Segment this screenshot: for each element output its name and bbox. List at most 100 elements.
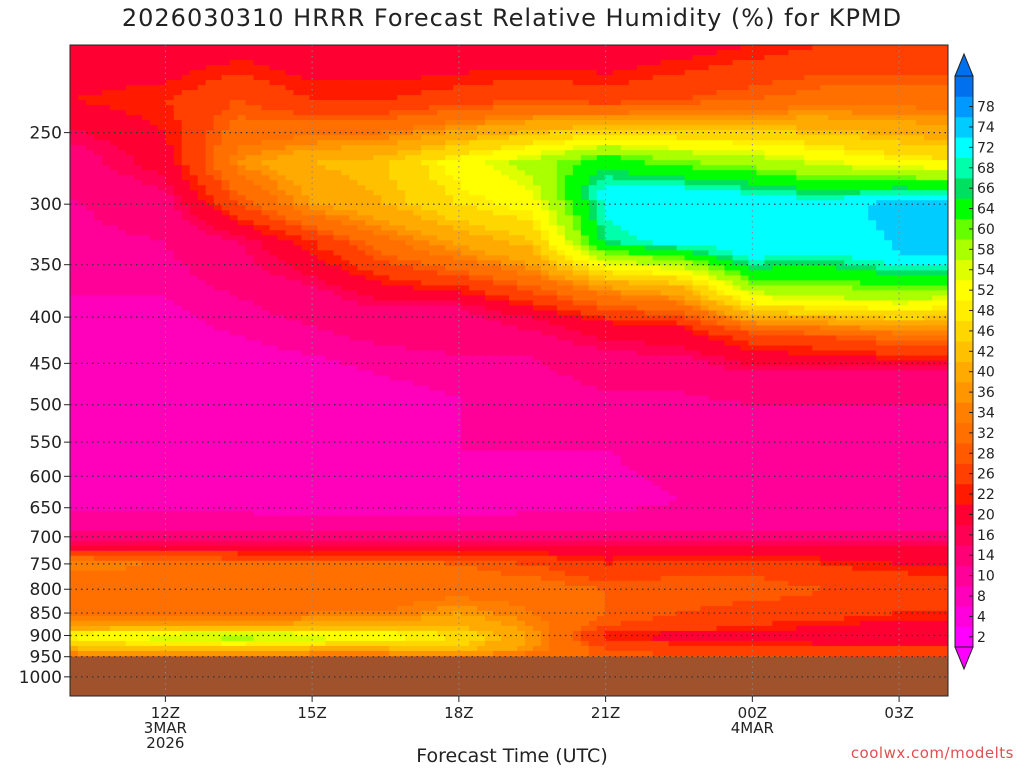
rh-cell bbox=[341, 315, 350, 322]
rh-cell bbox=[221, 275, 231, 281]
rh-cell bbox=[77, 380, 87, 387]
rh-cell bbox=[205, 225, 215, 231]
rh-cell bbox=[141, 485, 151, 492]
rh-cell bbox=[85, 430, 95, 437]
rh-cell bbox=[109, 215, 119, 221]
rh-cell bbox=[221, 190, 231, 196]
rh-cell bbox=[237, 545, 247, 552]
rh-cell bbox=[125, 640, 135, 647]
rh-cell bbox=[197, 315, 207, 322]
rh-cell bbox=[165, 275, 175, 281]
rh-cell bbox=[77, 300, 87, 306]
rh-cell bbox=[109, 50, 119, 56]
rh-cell bbox=[365, 380, 374, 387]
rh-cell bbox=[309, 245, 319, 251]
rh-cell bbox=[261, 580, 271, 587]
rh-cell bbox=[285, 240, 295, 246]
rh-cell bbox=[357, 345, 366, 352]
rh-cell bbox=[149, 615, 159, 622]
rh-cell bbox=[133, 530, 143, 537]
rh-cell bbox=[317, 45, 327, 51]
rh-cell bbox=[70, 365, 79, 372]
rh-cell bbox=[101, 300, 111, 306]
rh-cell bbox=[77, 80, 87, 86]
rh-cell bbox=[365, 290, 374, 296]
rh-cell bbox=[165, 315, 175, 322]
rh-cell bbox=[341, 470, 350, 477]
rh-cell bbox=[85, 230, 95, 236]
rh-cell bbox=[197, 485, 207, 492]
rh-cell bbox=[85, 290, 95, 296]
rh-cell bbox=[181, 520, 191, 527]
rh-cell bbox=[141, 550, 151, 557]
rh-cell bbox=[173, 445, 183, 452]
rh-cell bbox=[237, 475, 247, 482]
rh-cell bbox=[77, 85, 87, 91]
rh-cell bbox=[149, 575, 159, 582]
rh-cell bbox=[125, 350, 135, 357]
rh-cell bbox=[77, 135, 87, 141]
rh-cell bbox=[245, 290, 255, 296]
rh-cell bbox=[237, 200, 247, 206]
rh-cell bbox=[365, 70, 374, 76]
rh-cell bbox=[157, 385, 167, 392]
rh-cell bbox=[157, 345, 167, 352]
rh-cell bbox=[277, 285, 287, 291]
rh-cell bbox=[165, 440, 175, 447]
rh-cell bbox=[237, 180, 247, 186]
rh-cell bbox=[85, 520, 95, 527]
rh-cell bbox=[221, 180, 231, 186]
rh-cell bbox=[205, 240, 215, 246]
rh-cell bbox=[245, 150, 255, 156]
rh-cell bbox=[365, 230, 374, 236]
rh-cell bbox=[253, 235, 263, 241]
rh-cell bbox=[157, 95, 167, 101]
rh-cell bbox=[149, 95, 159, 101]
rh-cell bbox=[309, 620, 319, 627]
rh-cell bbox=[141, 225, 151, 231]
rh-cell bbox=[189, 300, 199, 306]
rh-cell bbox=[277, 485, 287, 492]
rh-cell bbox=[269, 495, 279, 502]
rh-cell bbox=[253, 55, 263, 61]
rh-cell bbox=[261, 525, 271, 532]
rh-cell bbox=[85, 170, 95, 176]
rh-cell bbox=[357, 255, 366, 261]
rh-cell bbox=[213, 570, 223, 577]
rh-cell bbox=[317, 250, 327, 256]
rh-cell bbox=[269, 540, 279, 547]
rh-cell bbox=[349, 495, 358, 502]
rh-cell bbox=[229, 355, 239, 362]
rh-cell bbox=[221, 60, 231, 66]
rh-cell bbox=[133, 405, 143, 412]
rh-cell bbox=[277, 315, 287, 322]
rh-cell bbox=[229, 80, 239, 86]
rh-cell bbox=[101, 135, 111, 141]
rh-cell bbox=[309, 230, 319, 236]
rh-cell bbox=[213, 245, 223, 251]
rh-cell bbox=[261, 645, 271, 652]
rh-cell bbox=[141, 375, 151, 382]
rh-cell bbox=[285, 300, 295, 306]
rh-cell bbox=[253, 590, 263, 597]
rh-cell bbox=[117, 185, 127, 191]
rh-cell bbox=[261, 420, 271, 427]
rh-cell bbox=[165, 355, 175, 362]
rh-cell bbox=[325, 620, 334, 627]
rh-cell bbox=[245, 630, 255, 637]
rh-cell bbox=[325, 270, 334, 276]
rh-cell bbox=[253, 300, 263, 306]
rh-cell bbox=[245, 530, 255, 537]
rh-cell bbox=[277, 645, 287, 652]
rh-cell bbox=[141, 120, 151, 126]
rh-cell bbox=[85, 480, 95, 487]
rh-cell bbox=[133, 225, 143, 231]
rh-cell bbox=[365, 125, 374, 131]
rh-cell bbox=[165, 580, 175, 587]
rh-cell bbox=[333, 350, 342, 357]
rh-cell bbox=[141, 360, 151, 367]
rh-cell bbox=[70, 505, 79, 512]
rh-cell bbox=[165, 105, 175, 111]
rh-cell bbox=[325, 590, 334, 597]
rh-cell bbox=[277, 185, 287, 191]
